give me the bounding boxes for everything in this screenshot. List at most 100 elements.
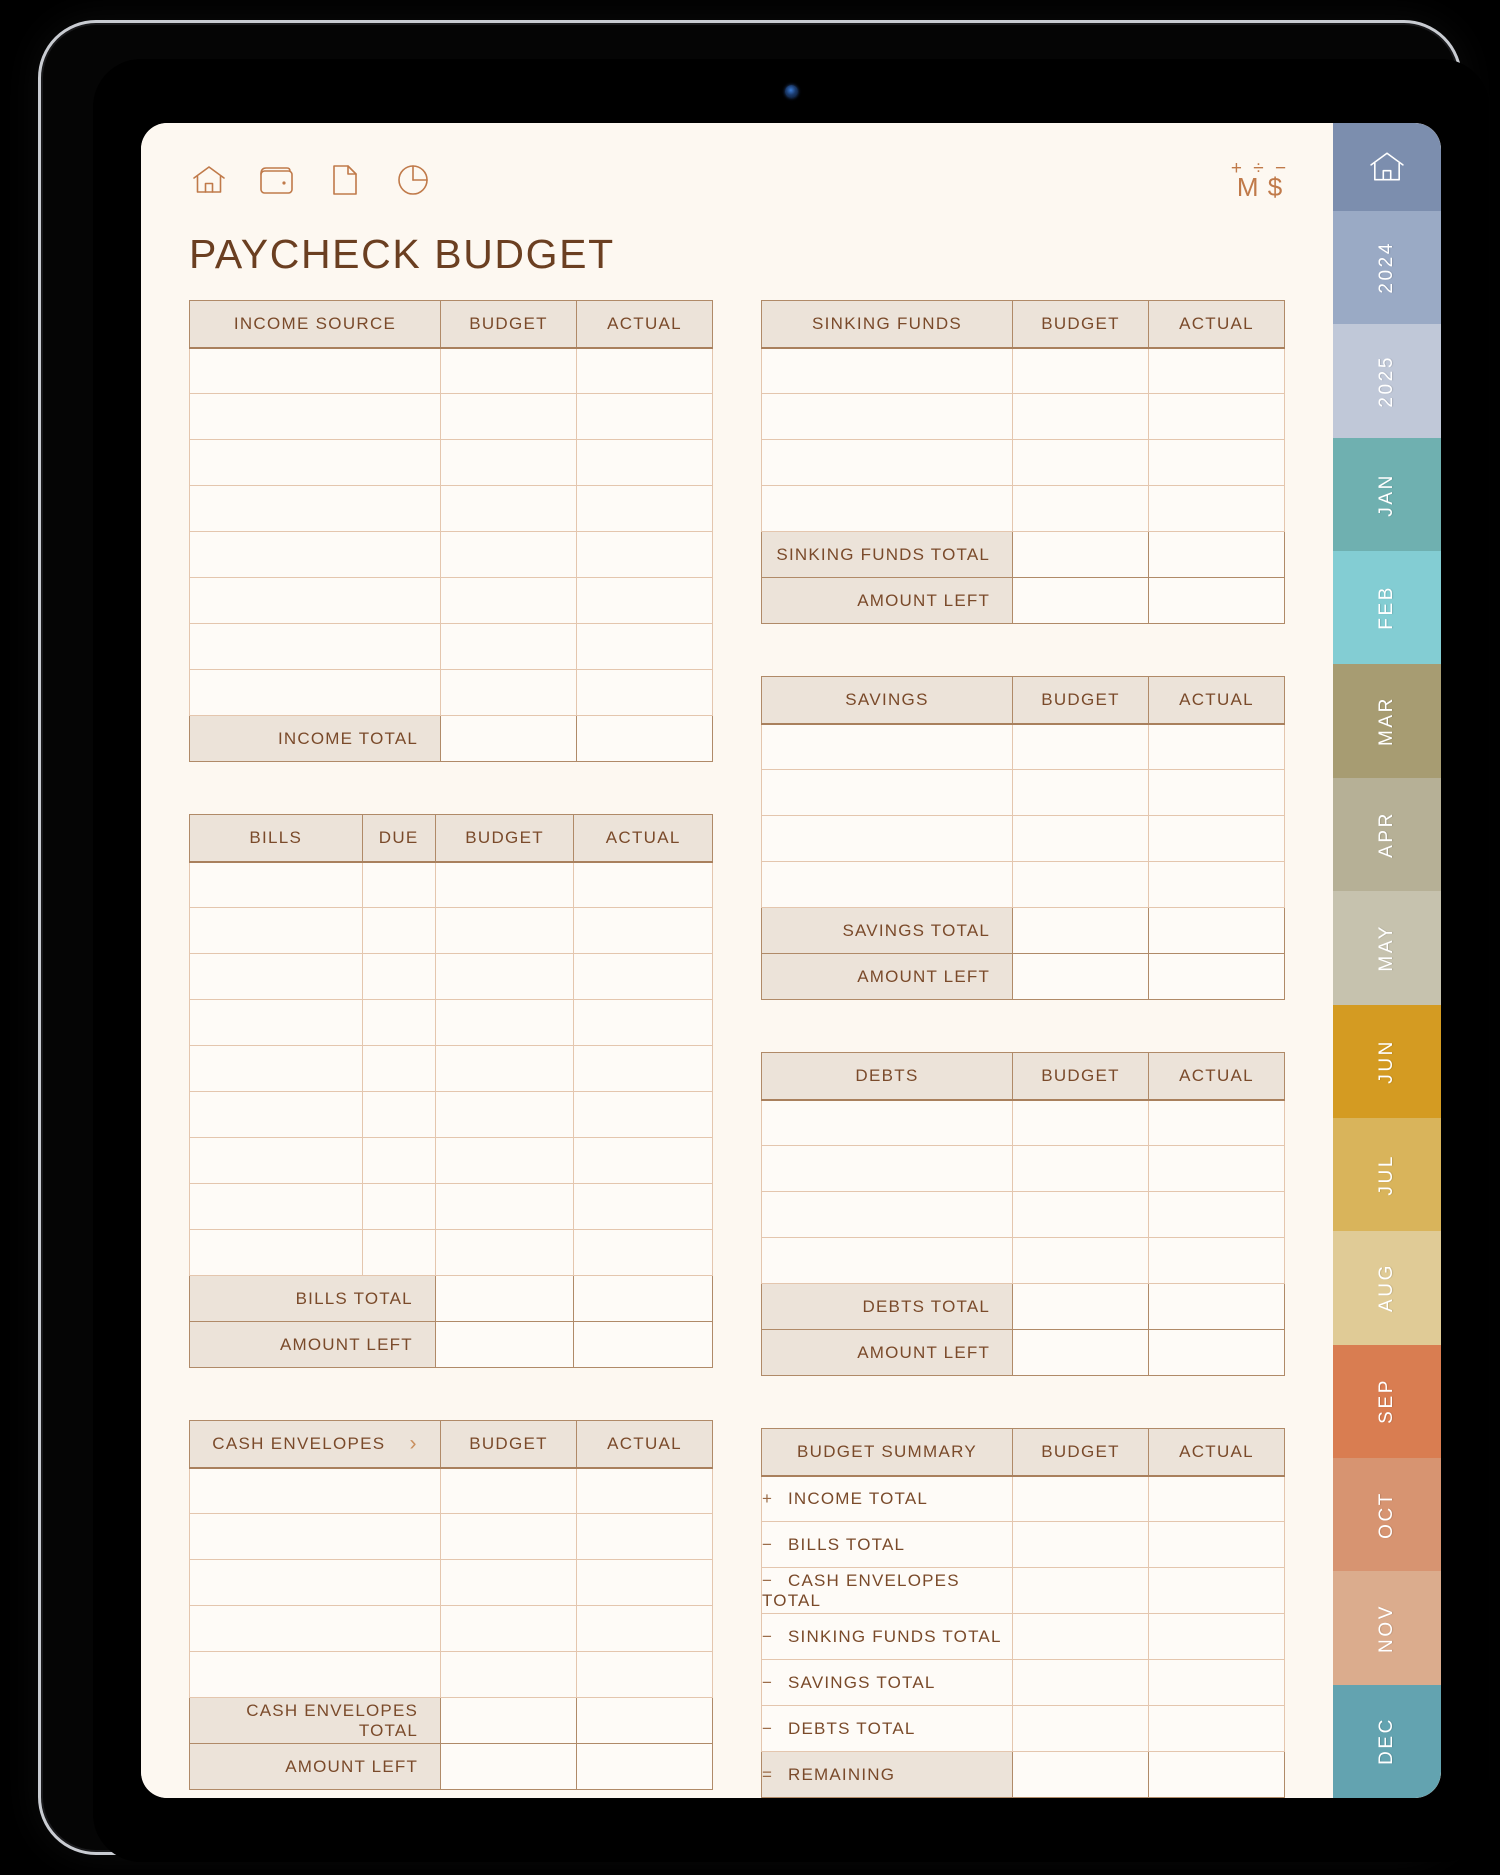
pie-chart-icon[interactable] — [393, 160, 433, 200]
table-row[interactable] — [188, 1559, 713, 1606]
sidebar-tab-dec[interactable]: DEC — [1333, 1684, 1441, 1798]
summary-value-cell[interactable] — [1148, 1705, 1285, 1752]
entry-cell[interactable] — [1012, 861, 1149, 908]
total-value-cell[interactable] — [1148, 577, 1285, 624]
entry-cell[interactable] — [361, 953, 436, 1000]
summary-value-cell[interactable] — [1148, 1521, 1285, 1568]
entry-cell[interactable] — [361, 1137, 436, 1184]
entry-cell[interactable] — [434, 1091, 575, 1138]
total-value-cell[interactable] — [1148, 953, 1285, 1000]
entry-cell[interactable] — [573, 1183, 713, 1230]
entry-cell[interactable] — [361, 907, 436, 954]
table-row[interactable] — [188, 1513, 713, 1560]
entry-cell[interactable] — [576, 1467, 713, 1514]
summary-value-cell[interactable] — [1012, 1659, 1149, 1706]
entry-cell[interactable] — [760, 347, 1014, 394]
entry-cell[interactable] — [361, 1091, 436, 1138]
entry-cell[interactable] — [1148, 485, 1285, 532]
entry-cell[interactable] — [189, 1137, 363, 1184]
summary-value-cell[interactable] — [1012, 1521, 1149, 1568]
entry-cell[interactable] — [1148, 1191, 1285, 1238]
sidebar-tab-mar[interactable]: MAR — [1333, 664, 1441, 778]
table-row[interactable] — [188, 577, 713, 624]
table-row[interactable] — [189, 1183, 713, 1230]
entry-cell[interactable] — [188, 1559, 442, 1606]
entry-cell[interactable] — [1148, 1237, 1285, 1284]
entry-cell[interactable] — [760, 723, 1014, 770]
table-row[interactable] — [188, 347, 713, 394]
wallet-icon[interactable] — [257, 160, 297, 200]
table-row[interactable] — [188, 485, 713, 532]
entry-cell[interactable] — [440, 531, 577, 578]
table-row[interactable] — [189, 1091, 713, 1138]
total-value-cell[interactable] — [1012, 531, 1149, 578]
entry-cell[interactable] — [188, 1467, 442, 1514]
sidebar-tab-2024[interactable]: 2024 — [1333, 211, 1441, 325]
table-row[interactable] — [760, 1145, 1285, 1192]
total-value-cell[interactable] — [440, 1743, 577, 1790]
entry-cell[interactable] — [760, 1191, 1014, 1238]
table-row[interactable] — [188, 669, 713, 716]
entry-cell[interactable] — [576, 623, 713, 670]
entry-cell[interactable] — [434, 953, 575, 1000]
entry-cell[interactable] — [760, 485, 1014, 532]
entry-cell[interactable] — [440, 577, 577, 624]
table-row[interactable] — [188, 1467, 713, 1514]
summary-value-cell[interactable] — [1148, 1613, 1285, 1660]
entry-cell[interactable] — [189, 907, 363, 954]
entry-cell[interactable] — [1148, 1099, 1285, 1146]
entry-cell[interactable] — [189, 1091, 363, 1138]
table-row[interactable] — [189, 861, 713, 908]
entry-cell[interactable] — [189, 1183, 363, 1230]
total-value-cell[interactable] — [573, 1275, 713, 1322]
sidebar-tab-home[interactable] — [1333, 123, 1441, 211]
entry-cell[interactable] — [760, 393, 1014, 440]
entry-cell[interactable] — [1148, 439, 1285, 486]
entry-cell[interactable] — [361, 1183, 436, 1230]
total-value-cell[interactable] — [1012, 1283, 1149, 1330]
entry-cell[interactable] — [1148, 861, 1285, 908]
table-row[interactable] — [188, 439, 713, 486]
entry-cell[interactable] — [760, 861, 1014, 908]
entry-cell[interactable] — [188, 1513, 442, 1560]
home-icon[interactable] — [189, 160, 229, 200]
table-row[interactable] — [760, 815, 1285, 862]
entry-cell[interactable] — [1012, 1191, 1149, 1238]
calculator-icon[interactable]: + ÷ − M $ — [1229, 154, 1291, 206]
table-row[interactable] — [760, 393, 1285, 440]
entry-cell[interactable] — [576, 439, 713, 486]
document-icon[interactable] — [325, 160, 365, 200]
entry-cell[interactable] — [188, 1651, 442, 1698]
entry-cell[interactable] — [1012, 393, 1149, 440]
table-row[interactable] — [760, 1099, 1285, 1146]
table-row[interactable] — [188, 531, 713, 578]
entry-cell[interactable] — [1148, 769, 1285, 816]
sidebar-tab-oct[interactable]: OCT — [1333, 1457, 1441, 1572]
total-value-cell[interactable] — [576, 1743, 713, 1790]
entry-cell[interactable] — [1148, 393, 1285, 440]
entry-cell[interactable] — [434, 1137, 575, 1184]
entry-cell[interactable] — [188, 669, 442, 716]
entry-cell[interactable] — [361, 1045, 436, 1092]
summary-value-cell[interactable] — [1012, 1613, 1149, 1660]
table-row[interactable] — [189, 953, 713, 1000]
entry-cell[interactable] — [576, 485, 713, 532]
total-value-cell[interactable] — [1148, 1329, 1285, 1376]
total-value-cell[interactable] — [434, 1275, 575, 1322]
entry-cell[interactable] — [1012, 1145, 1149, 1192]
table-row[interactable] — [760, 485, 1285, 532]
entry-cell[interactable] — [440, 393, 577, 440]
table-row[interactable] — [760, 347, 1285, 394]
entry-cell[interactable] — [440, 1513, 577, 1560]
summary-value-cell[interactable] — [1012, 1705, 1149, 1752]
entry-cell[interactable] — [760, 1145, 1014, 1192]
entry-cell[interactable] — [576, 393, 713, 440]
summary-value-cell[interactable] — [1148, 1751, 1285, 1798]
sidebar-tab-jan[interactable]: JAN — [1333, 437, 1441, 552]
sidebar-tab-may[interactable]: MAY — [1333, 891, 1441, 1005]
entry-cell[interactable] — [576, 1559, 713, 1606]
summary-value-cell[interactable] — [1148, 1475, 1285, 1522]
entry-cell[interactable] — [361, 861, 436, 908]
total-value-cell[interactable] — [1148, 907, 1285, 954]
sidebar-tab-feb[interactable]: FEB — [1333, 551, 1441, 665]
